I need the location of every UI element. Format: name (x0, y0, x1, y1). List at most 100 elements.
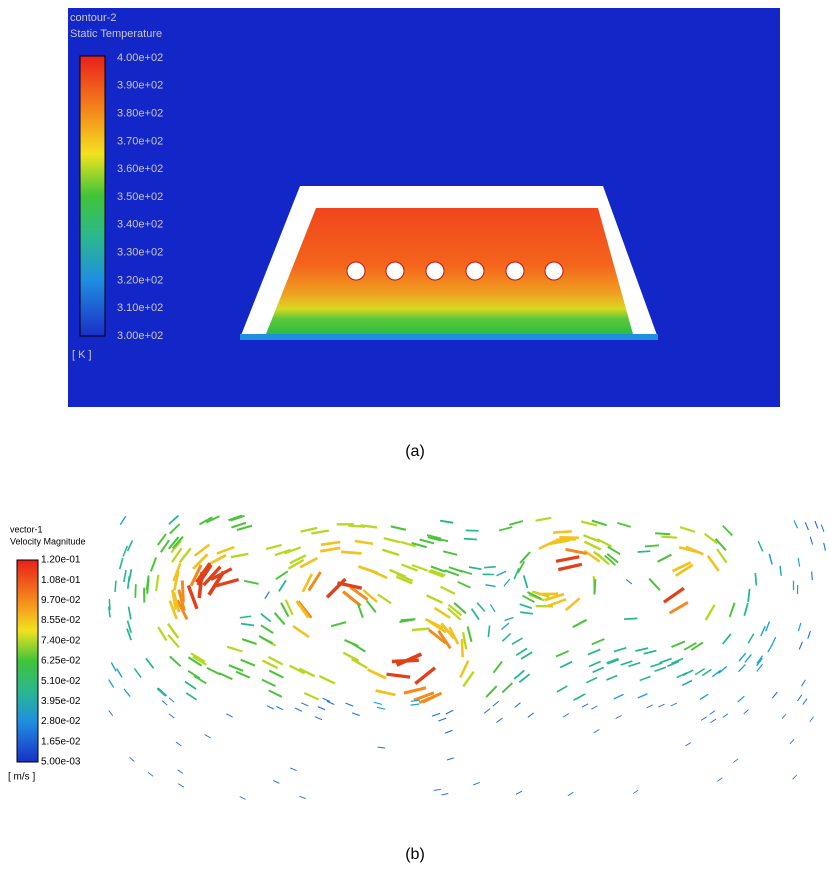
vector-arrow (793, 775, 797, 779)
vector-arrow (748, 589, 749, 602)
vector-arrow (185, 682, 196, 689)
vector-arrow (265, 592, 270, 599)
vector-arrow (501, 623, 509, 629)
legend-label: 3.40e+02 (117, 219, 163, 231)
vector-arrow (582, 704, 588, 707)
vector-arrow (493, 662, 502, 673)
vector-arrow (240, 616, 251, 618)
legend-label: 3.00e+02 (117, 330, 163, 342)
vector-arrow (592, 639, 605, 644)
legend-label: 7.40e-02 (41, 635, 81, 646)
vector-arrow (170, 524, 180, 534)
vector-arrow (717, 778, 722, 782)
legend-label: 3.90e+02 (117, 80, 163, 92)
velocity-vectors (109, 515, 826, 799)
vector-arrow (803, 699, 807, 705)
vector-arrow (573, 620, 587, 627)
vector-arrow (117, 669, 122, 678)
vector-arrow (711, 719, 716, 723)
vector-arrow (115, 581, 116, 593)
vector-arrow (369, 570, 387, 578)
vector-arrow (299, 796, 305, 798)
vector-arrow (391, 526, 406, 529)
vector-arrow (695, 669, 705, 675)
vector-arrow (158, 627, 166, 641)
vector-arrow (556, 557, 579, 562)
vector-arrow (162, 701, 167, 706)
vector-arrow (311, 531, 329, 534)
vector-arrow (261, 614, 271, 622)
vector-arrow (404, 688, 426, 693)
vector-arrow (701, 717, 707, 721)
rod (347, 262, 365, 280)
vector-arrow (464, 539, 477, 540)
vector-arrow (315, 717, 322, 720)
vector-arrow (660, 659, 672, 663)
vector-arrow (458, 582, 471, 588)
vector-arrow (276, 707, 283, 710)
vector-arrow (236, 672, 250, 678)
vector-arrow (207, 668, 221, 675)
vector-arrow (352, 643, 365, 651)
vector-arrow (671, 703, 677, 706)
vector-arrow (148, 772, 153, 776)
rod (506, 262, 524, 280)
legend-subtitle: Velocity Magnitude (10, 536, 86, 546)
vector-arrow (509, 521, 523, 525)
fluid-region (266, 208, 633, 334)
vector-arrow (658, 555, 672, 562)
vector-arrow (733, 759, 738, 763)
vector-arrow (208, 555, 226, 565)
vector-arrow (824, 543, 826, 551)
legend-label: 9.70e-02 (41, 595, 81, 606)
vector-arrow (594, 730, 600, 733)
vector-arrow (295, 708, 302, 711)
vector-arrow (524, 575, 528, 588)
vector-arrow (649, 579, 660, 591)
vector-arrow (680, 527, 695, 532)
vector-arrow (269, 690, 282, 696)
vector-arrow (516, 791, 522, 794)
vector-arrow (658, 704, 664, 707)
vector-arrow (738, 696, 745, 702)
legend-label: 1.65e-02 (41, 736, 81, 747)
vector-arrow (798, 558, 800, 567)
vector-arrow (158, 534, 166, 545)
vector-arrow (156, 575, 158, 591)
vector-arrow (462, 639, 463, 657)
vector-arrow (129, 569, 131, 581)
vector-arrow (111, 662, 116, 671)
vector-arrow (556, 651, 569, 657)
vector-arrow (477, 603, 485, 612)
legend-unit: [ m/s ] (8, 772, 35, 783)
vector-arrow (443, 551, 457, 555)
vector-arrow (606, 676, 617, 681)
vector-arrow (169, 698, 174, 703)
vector-arrow (352, 713, 360, 716)
vector-arrow (682, 680, 692, 685)
legend-title: vector-1 (10, 524, 43, 534)
vector-arrow (638, 551, 651, 552)
vector-arrow (261, 625, 273, 633)
vector-arrow (301, 703, 308, 706)
vector-arrow (123, 546, 127, 557)
legend-label: 2.80e-02 (41, 716, 81, 727)
vector-arrow (608, 547, 620, 555)
vector-arrow (176, 742, 181, 746)
vector-arrow (241, 660, 255, 666)
vector-arrow (723, 634, 731, 644)
legend-label: 3.60e+02 (117, 163, 163, 175)
caption: (a) (405, 443, 425, 460)
vector-arrow (188, 586, 197, 609)
vector-arrow (205, 735, 211, 739)
vector-arrow (766, 622, 770, 632)
vector-arrow (514, 568, 519, 579)
vector-arrow (297, 601, 309, 618)
vector-arrow (723, 714, 728, 718)
legend-label: 3.95e-02 (41, 696, 81, 707)
vector-arrow (691, 642, 703, 650)
vector-arrow (798, 695, 802, 701)
vector-arrow (484, 709, 490, 714)
vector-arrow (661, 537, 677, 538)
vector-arrow (557, 686, 567, 692)
